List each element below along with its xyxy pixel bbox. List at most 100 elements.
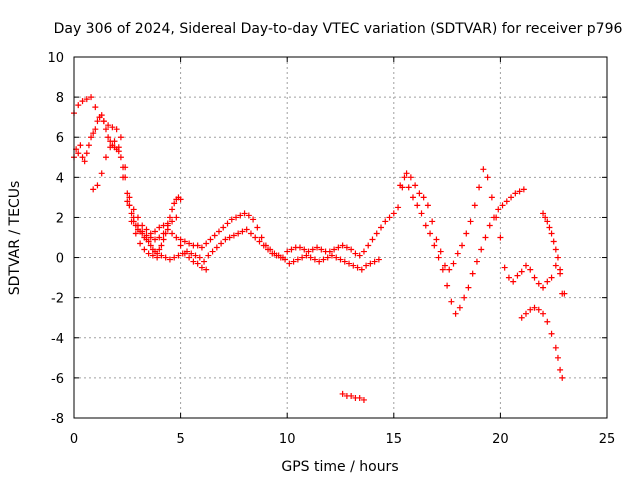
data-point xyxy=(79,154,86,161)
data-point xyxy=(181,250,188,257)
data-point xyxy=(171,254,178,261)
data-point xyxy=(431,242,438,249)
data-point xyxy=(75,150,82,157)
data-point xyxy=(331,246,338,253)
data-point xyxy=(226,234,233,241)
data-point xyxy=(288,246,295,253)
data-point xyxy=(309,246,316,253)
data-point xyxy=(120,164,127,171)
y-tick-label: 10 xyxy=(47,51,64,66)
data-point xyxy=(169,230,176,237)
data-point xyxy=(346,260,353,267)
data-point xyxy=(333,254,340,261)
data-point xyxy=(324,254,331,261)
data-point xyxy=(209,248,216,255)
data-point xyxy=(154,250,161,257)
x-tick-label: 5 xyxy=(176,432,184,447)
data-point xyxy=(241,210,248,217)
ticks-layer: 0 5 10 15 20 25 -8 -6 -4 -2 0 2 4 6 8 10 xyxy=(47,51,615,447)
data-point xyxy=(456,304,463,311)
data-point xyxy=(305,248,312,255)
data-point xyxy=(188,250,195,257)
data-point xyxy=(531,274,538,281)
data-point xyxy=(247,230,254,237)
data-point xyxy=(548,330,555,337)
data-point xyxy=(463,230,470,237)
data-point xyxy=(420,194,427,201)
data-point xyxy=(348,246,355,253)
data-point xyxy=(386,214,393,221)
data-point xyxy=(222,236,229,243)
data-point xyxy=(354,264,361,271)
data-point xyxy=(143,226,150,233)
data-point xyxy=(548,274,555,281)
data-point xyxy=(314,244,321,251)
data-point xyxy=(484,174,491,181)
data-point xyxy=(488,194,495,201)
x-tick-label: 15 xyxy=(386,432,403,447)
data-point xyxy=(203,266,210,273)
data-point xyxy=(156,246,163,253)
data-point xyxy=(201,258,208,265)
data-point xyxy=(220,224,227,231)
data-point xyxy=(557,366,564,373)
data-point xyxy=(508,194,515,201)
y-tick-label: -6 xyxy=(51,372,64,387)
data-point xyxy=(152,236,159,243)
data-point xyxy=(467,218,474,225)
data-point xyxy=(265,246,272,253)
data-point xyxy=(335,244,342,251)
data-point xyxy=(105,134,112,141)
data-point xyxy=(311,256,318,263)
data-point xyxy=(367,260,374,267)
data-point xyxy=(173,234,180,241)
data-point xyxy=(196,254,203,261)
data-point xyxy=(435,254,442,261)
data-point xyxy=(499,202,506,209)
data-point xyxy=(522,262,529,269)
data-point xyxy=(552,246,559,253)
data-point xyxy=(100,118,107,125)
data-point xyxy=(171,200,178,207)
data-point xyxy=(520,186,527,193)
data-point xyxy=(166,214,173,221)
data-point xyxy=(395,204,402,211)
data-point xyxy=(160,236,167,243)
data-point xyxy=(339,390,346,397)
data-point xyxy=(169,206,176,213)
data-point xyxy=(554,254,561,261)
chart-title: Day 306 of 2024, Sidereal Day-to-day VTE… xyxy=(54,21,623,37)
data-point xyxy=(552,344,559,351)
data-point xyxy=(88,94,95,101)
data-point xyxy=(339,242,346,249)
data-point xyxy=(143,232,150,239)
data-point xyxy=(130,214,137,221)
data-point xyxy=(356,252,363,259)
data-point xyxy=(544,318,551,325)
data-point xyxy=(418,210,425,217)
data-point xyxy=(94,118,101,125)
data-point xyxy=(94,182,101,189)
data-point xyxy=(109,124,116,131)
data-point xyxy=(269,250,276,257)
data-point xyxy=(203,240,210,247)
data-point xyxy=(128,210,135,217)
data-point xyxy=(480,166,487,173)
y-tick-label: -8 xyxy=(51,412,64,427)
data-point xyxy=(213,244,220,251)
data-point xyxy=(531,304,538,311)
x-tick-label: 0 xyxy=(70,432,78,447)
data-point xyxy=(401,174,408,181)
data-point xyxy=(218,240,225,247)
data-point xyxy=(461,294,468,301)
x-tick-label: 25 xyxy=(599,432,616,447)
data-point xyxy=(126,202,133,209)
data-point xyxy=(245,212,252,219)
data-point xyxy=(258,234,265,241)
data-point xyxy=(145,238,152,245)
data-point xyxy=(405,184,412,191)
y-tick-label: 6 xyxy=(56,131,64,146)
data-point xyxy=(90,130,97,137)
data-point xyxy=(446,266,453,273)
